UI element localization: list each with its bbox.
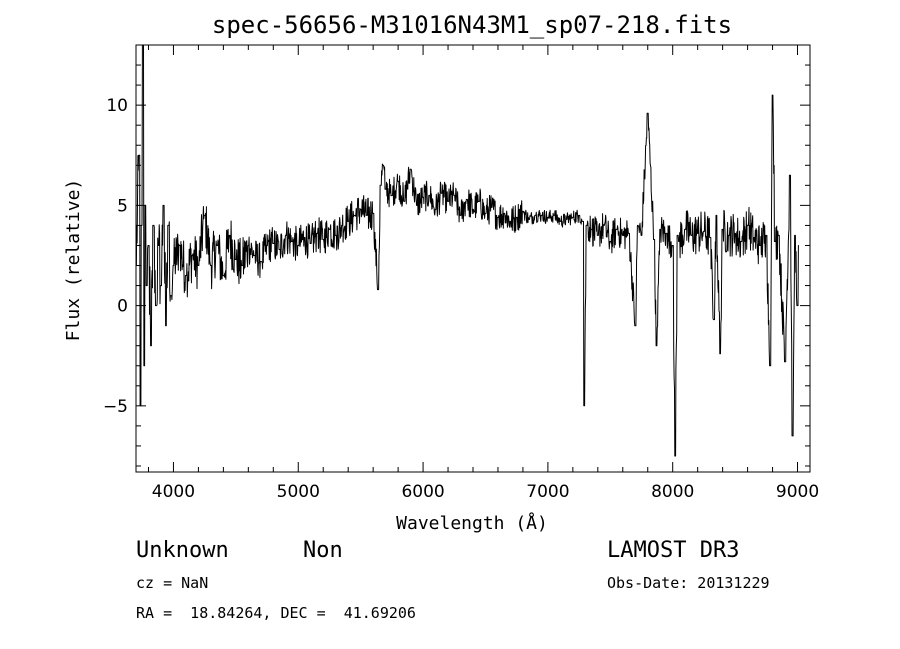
- redshift-cz: cz = NaN: [136, 574, 209, 592]
- x-tick-label: 6000: [401, 482, 444, 502]
- y-tick-label: 0: [117, 297, 128, 317]
- observation-date: Obs-Date: 20131229: [607, 574, 770, 592]
- x-tick-label: 9000: [776, 482, 819, 502]
- x-tick-label: 5000: [277, 482, 320, 502]
- spectrum-series-line: [135, 44, 799, 457]
- coordinates: RA = 18.84264, DEC = 41.69206: [136, 604, 416, 622]
- y-tick-label: −5: [103, 397, 128, 417]
- x-tick-label: 4000: [152, 482, 195, 502]
- x-axis-label: Wavelength (Å): [396, 512, 548, 534]
- survey-name: LAMOST DR3: [607, 538, 740, 563]
- y-tick-label: 10: [106, 96, 128, 116]
- axis-tick-labels: 4000 5000 6000 7000 8000 9000 −5 0 5 10: [103, 96, 819, 502]
- object-subclass: Non: [303, 538, 343, 563]
- y-tick-label: 5: [117, 196, 128, 216]
- chart-title: spec-56656-M31016N43M1_sp07-218.fits: [212, 11, 732, 39]
- x-tick-label: 8000: [651, 482, 694, 502]
- object-class: Unknown: [136, 538, 229, 563]
- y-axis-label: Flux (relative): [63, 179, 84, 342]
- x-tick-label: 7000: [526, 482, 569, 502]
